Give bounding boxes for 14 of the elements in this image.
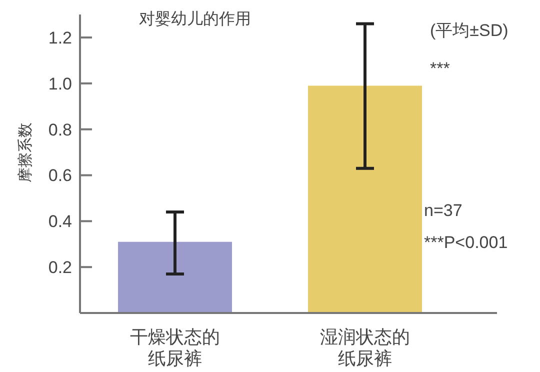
y-tick-label: 0.4 [48, 212, 72, 232]
annotation: (平均±SD) [430, 21, 508, 40]
x-tick-label: 湿润状态的纸尿裤 [320, 327, 410, 369]
annotation: *** [430, 59, 450, 78]
annotation: ***P<0.001 [424, 233, 508, 252]
chart-title: 对婴幼儿的作用 [139, 10, 251, 28]
y-tick-label: 0.8 [48, 120, 72, 140]
annotation: n=37 [424, 201, 462, 220]
y-tick-label: 0.2 [48, 258, 72, 278]
x-tick-label: 干燥状态的纸尿裤 [130, 327, 220, 369]
y-tick-label: 1.2 [48, 28, 72, 48]
y-tick-label: 1.0 [48, 74, 72, 94]
y-axis-title: 摩擦系数 [17, 122, 34, 182]
y-tick-label: 0.6 [48, 166, 72, 186]
